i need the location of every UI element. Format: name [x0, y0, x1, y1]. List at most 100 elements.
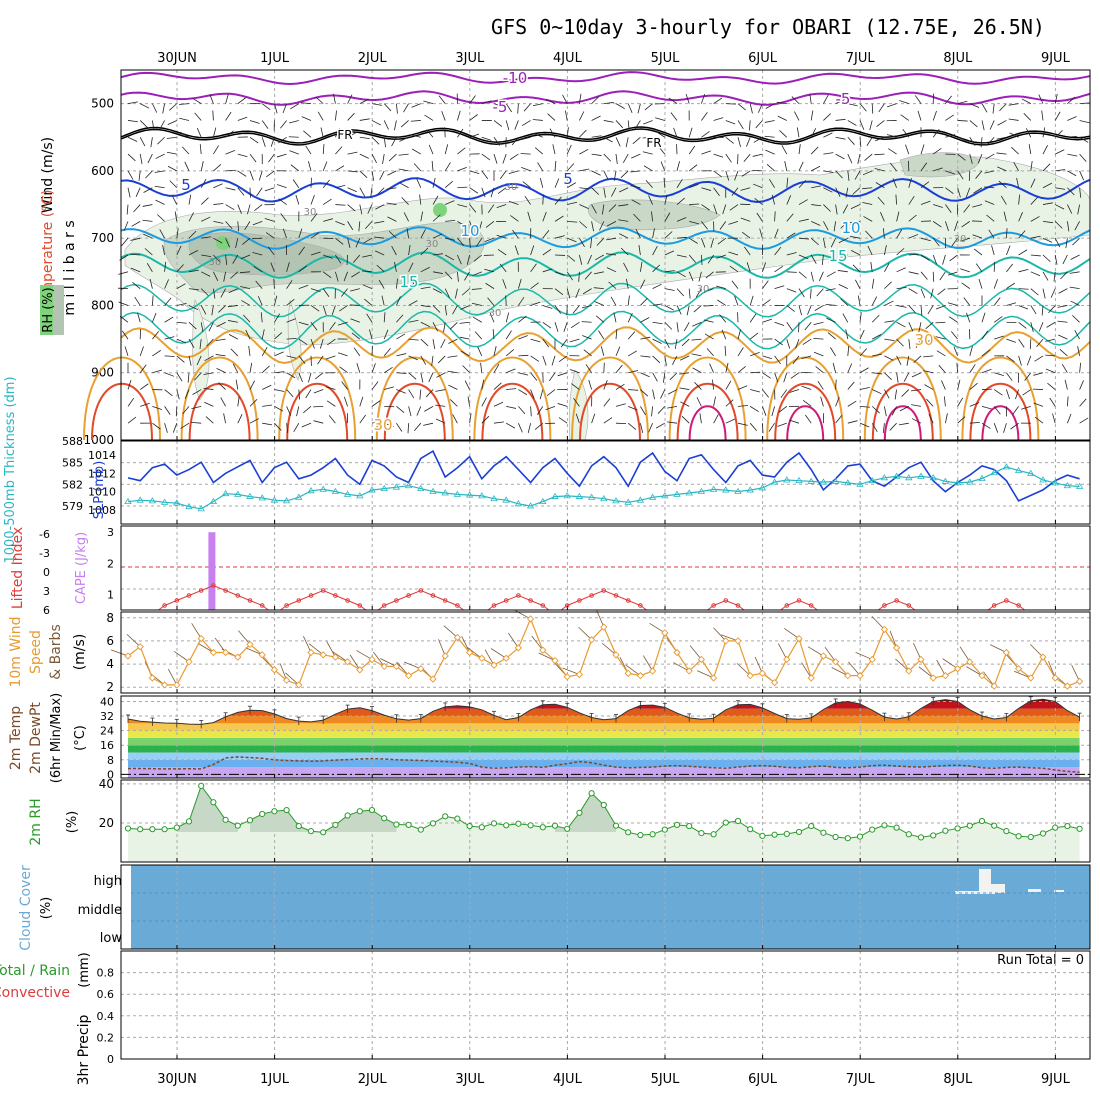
wind-barb [442, 111, 446, 120]
li-tick-label: 6 [43, 604, 50, 617]
rh-point [467, 823, 472, 828]
wind-barb [506, 349, 514, 355]
wind-barb [506, 406, 516, 408]
wind-barb [1006, 390, 1009, 399]
wind-barb [533, 119, 543, 120]
wind-barb [408, 423, 409, 433]
rh-point [418, 827, 423, 832]
wind-barb [592, 154, 602, 155]
wind-barb [1013, 406, 1019, 414]
wind-barb [396, 423, 402, 431]
wind-barb [960, 269, 970, 272]
wind-barb [384, 120, 388, 129]
wind-barb [839, 284, 848, 288]
wind-barb [811, 166, 820, 171]
wind-barb [506, 331, 511, 339]
wind-speed-point [491, 662, 497, 668]
wind-barb [167, 137, 177, 138]
wind-barb [712, 380, 713, 390]
wind-barb [429, 373, 433, 382]
date-label-top: 1JUL [260, 51, 290, 66]
wind-barb [819, 272, 823, 281]
rh-point [540, 825, 545, 830]
wind-barb [799, 289, 804, 297]
wind-barb [750, 104, 752, 114]
wind-speed-point [1077, 678, 1083, 684]
wind-barb [772, 406, 775, 416]
wind-barb [982, 406, 992, 409]
wind-barb [904, 373, 909, 382]
wind-barb-10m [895, 659, 908, 671]
rh-point [345, 813, 350, 818]
wind-barb [717, 300, 725, 305]
contour-arch [865, 358, 941, 441]
cape-tick-label: 1 [107, 588, 114, 601]
wind-barb [982, 120, 984, 130]
wind-barb [787, 322, 793, 330]
wind-barb [943, 255, 946, 265]
contour-label: 15 [828, 247, 847, 265]
rh-point [174, 825, 179, 830]
wind-barb [899, 101, 909, 104]
rh-point [186, 819, 191, 824]
wind-barb [293, 179, 299, 187]
cloud-level-label: middle [78, 903, 122, 918]
wind-barb [262, 423, 272, 425]
wind-barb [429, 145, 433, 154]
wind-barb [1065, 380, 1067, 390]
wind-barb [794, 112, 799, 121]
wind-barb [797, 127, 799, 137]
wind-barb [817, 289, 824, 296]
wind-barb [257, 188, 263, 196]
wind-speed-point [576, 671, 582, 677]
wind-barb [259, 171, 262, 181]
wind-barb [547, 390, 555, 396]
cloud-gap [1028, 889, 1041, 892]
wind-barb [848, 137, 855, 144]
wind-barb [1024, 113, 1031, 120]
wind-barb [827, 272, 836, 277]
wind-barb [421, 373, 423, 383]
wind-barb [128, 154, 135, 161]
li-tick-label: -3 [39, 547, 50, 560]
wind-barb [238, 171, 246, 176]
rh-contour-label: 30 [209, 257, 222, 268]
wind-barb [939, 365, 946, 373]
wind-barb [1027, 356, 1031, 365]
wind-barb [506, 295, 507, 305]
ylabel-lifted-index: Lifted Index [10, 527, 26, 609]
rh-point [150, 827, 155, 832]
contour-arch [962, 358, 1038, 441]
wind-barb-10m [690, 645, 701, 659]
contour-arch [670, 358, 746, 441]
thickness-tick-label: 585 [62, 457, 83, 470]
wind-barb [217, 368, 226, 372]
rh-point [491, 821, 496, 826]
wind-barb [872, 297, 877, 306]
rh-point [211, 800, 216, 805]
wind-barb [1075, 330, 1080, 339]
wind-speed-point [808, 675, 814, 681]
wind-barb [1080, 399, 1087, 407]
wind-barb [1023, 390, 1031, 396]
wind-barb [128, 102, 138, 104]
wind-barb [994, 390, 1002, 396]
wind-barb [921, 272, 927, 280]
wind-barb [482, 398, 487, 407]
wind-barb [644, 166, 653, 171]
wind-barb-10m [966, 667, 982, 676]
date-label-top: 6JUL [748, 51, 778, 66]
wind-barb [909, 272, 919, 274]
wind-barb [596, 316, 604, 322]
wind-barb [750, 406, 758, 411]
wind-barb [958, 398, 963, 407]
run-total-label: Run Total = 0 [997, 953, 1084, 968]
wind-barb [884, 373, 891, 380]
wind-barb [890, 423, 897, 430]
wind-barb [799, 144, 800, 154]
wind-barb [604, 418, 612, 424]
wind-barb [262, 137, 265, 147]
wind-barb [506, 120, 509, 130]
wind-barb [252, 238, 262, 239]
